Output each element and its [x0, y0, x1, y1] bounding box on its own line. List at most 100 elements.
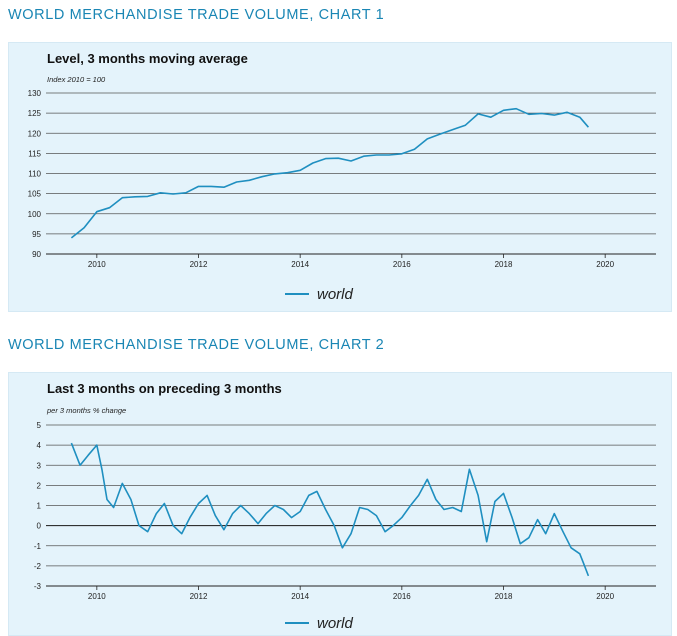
- y-tick-label: -1: [34, 542, 42, 551]
- data-point: [240, 504, 242, 506]
- y-tick-label: 2: [37, 481, 42, 490]
- data-point: [519, 543, 521, 545]
- data-point: [477, 113, 479, 115]
- chart-subtitle: per 3 months % change: [46, 406, 126, 415]
- data-point: [409, 504, 411, 506]
- data-point: [536, 518, 538, 520]
- data-point: [375, 154, 377, 156]
- data-point: [210, 185, 212, 187]
- data-point: [87, 454, 89, 456]
- chart1-heading: WORLD MERCHANDISE TRADE VOLUME, CHART 1: [8, 7, 385, 23]
- data-point: [553, 512, 555, 514]
- data-point: [121, 482, 123, 484]
- x-tick-label: 2018: [495, 260, 513, 269]
- x-tick-label: 2016: [393, 592, 411, 601]
- x-tick-label: 2020: [596, 260, 614, 269]
- series-line-world: [70, 442, 590, 577]
- y-tick-label: 100: [28, 210, 42, 219]
- data-point: [511, 516, 513, 518]
- data-point: [96, 211, 98, 213]
- chart-subtitle: Index 2010 = 100: [47, 75, 106, 84]
- data-point: [333, 524, 335, 526]
- data-point: [545, 533, 547, 535]
- data-point: [401, 153, 403, 155]
- data-point: [426, 478, 428, 480]
- data-point: [96, 444, 98, 446]
- chart2-panel: Last 3 months on preceding 3 months per 3…: [8, 372, 672, 636]
- data-point: [299, 510, 301, 512]
- chart1-svg: Level, 3 months moving average Index 2010…: [28, 51, 656, 303]
- data-point: [468, 468, 470, 470]
- data-point: [134, 196, 136, 198]
- data-point: [147, 195, 149, 197]
- y-tick-label: -3: [34, 582, 42, 591]
- data-point: [350, 160, 352, 162]
- data-point: [579, 553, 581, 555]
- chart-title: Last 3 months on preceding 3 months: [47, 381, 282, 396]
- data-point: [261, 176, 263, 178]
- x-tick-label: 2012: [190, 592, 208, 601]
- data-point: [274, 173, 276, 175]
- data-point: [106, 498, 108, 500]
- data-point: [540, 112, 542, 114]
- data-point: [464, 124, 466, 126]
- data-point: [163, 502, 165, 504]
- y-tick-label: 115: [28, 149, 41, 158]
- data-point: [443, 508, 445, 510]
- legend-label: world: [317, 286, 354, 303]
- y-tick-label: 125: [28, 109, 42, 118]
- data-point: [121, 197, 123, 199]
- data-point: [112, 506, 114, 508]
- y-tick-label: 5: [37, 421, 42, 430]
- data-point: [324, 157, 326, 159]
- data-point: [101, 468, 103, 470]
- data-point: [206, 494, 208, 496]
- data-point: [257, 522, 259, 524]
- data-point: [290, 516, 292, 518]
- chart2-heading: WORLD MERCHANDISE TRADE VOLUME, CHART 2: [8, 337, 385, 353]
- y-tick-label: 0: [37, 522, 42, 531]
- x-tick-label: 2018: [495, 592, 513, 601]
- y-tick-label: 110: [28, 170, 41, 179]
- y-tick-label: 3: [37, 461, 42, 470]
- data-point: [452, 506, 454, 508]
- x-tick-label: 2012: [190, 260, 208, 269]
- data-point: [248, 512, 250, 514]
- data-point: [528, 537, 530, 539]
- data-point: [587, 126, 589, 128]
- data-point: [147, 531, 149, 533]
- data-point: [494, 500, 496, 502]
- data-point: [189, 516, 191, 518]
- data-point: [282, 508, 284, 510]
- data-point: [490, 116, 492, 118]
- y-tick-label: -2: [34, 562, 42, 571]
- data-point: [181, 533, 183, 535]
- legend-label: world: [317, 615, 354, 632]
- chart2-svg: Last 3 months on preceding 3 months per 3…: [34, 381, 656, 632]
- data-point: [486, 541, 488, 543]
- data-point: [562, 531, 564, 533]
- x-tick-label: 2010: [88, 592, 106, 601]
- x-tick-label: 2014: [291, 592, 309, 601]
- data-point: [367, 508, 369, 510]
- data-point: [324, 508, 326, 510]
- data-point: [515, 108, 517, 110]
- data-point: [286, 172, 288, 174]
- data-point: [223, 186, 225, 188]
- data-point: [214, 514, 216, 516]
- data-point: [223, 529, 225, 531]
- data-point: [155, 512, 157, 514]
- data-point: [265, 512, 267, 514]
- data-point: [502, 109, 504, 111]
- data-point: [435, 498, 437, 500]
- data-point: [235, 181, 237, 183]
- data-point: [79, 464, 81, 466]
- y-tick-label: 130: [28, 89, 42, 98]
- data-point: [130, 498, 132, 500]
- data-point: [231, 512, 233, 514]
- data-point: [363, 155, 365, 157]
- data-point: [248, 179, 250, 181]
- data-point: [452, 128, 454, 130]
- chart-title: Level, 3 months moving average: [47, 51, 248, 66]
- chart1-panel: Level, 3 months moving average Index 2010…: [8, 42, 672, 312]
